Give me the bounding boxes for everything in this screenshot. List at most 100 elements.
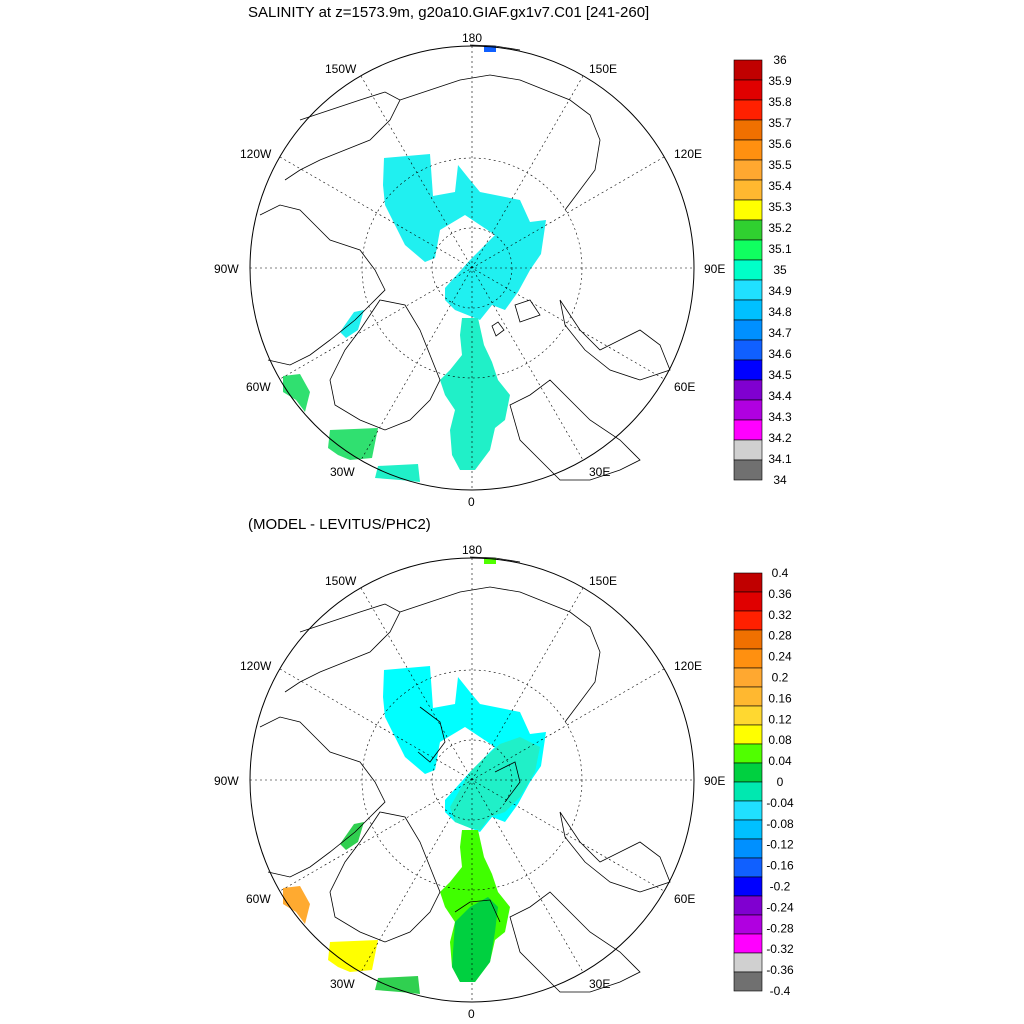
atlantic-salinity-region [440, 318, 510, 470]
colorbar-swatch [733, 800, 763, 821]
colorbar-label: 34.4 [768, 389, 792, 403]
colorbar-label: -0.08 [766, 817, 794, 831]
colorbar-swatch [733, 139, 763, 161]
salinity-polar-map: 180 150E 120E 90E 60E 30E 0 30W 60W 90W … [214, 31, 792, 509]
colorbar-swatch [733, 762, 763, 783]
colorbar-label: 35.4 [768, 179, 792, 193]
colorbar-swatch [733, 59, 763, 81]
lon-label-30w: 30W [330, 977, 355, 991]
panel2-title: (MODEL - LEVITUS/PHC2) [248, 516, 431, 533]
colorbar-swatch [733, 259, 763, 281]
colorbar-swatch [733, 838, 763, 859]
colorbar-label: 0.4 [772, 566, 789, 580]
colorbar-label: -0.28 [766, 921, 794, 935]
lon-label-120e: 120E [674, 659, 702, 673]
lon-label-0: 0 [468, 495, 475, 509]
atlantic-difference-green [452, 897, 498, 982]
colorbar-label: 0.32 [768, 608, 792, 622]
salinity-colorbar: 36 35.9 35.8 35.7 35.6 35.5 35.4 35.3 35.2 35.1 35… [733, 53, 792, 487]
coastlines [259, 556, 671, 993]
colorbar-label: 34.9 [768, 284, 792, 298]
colorbar-swatch [733, 319, 763, 341]
lon-label-120w: 120W [240, 659, 272, 673]
lon-label-0: 0 [468, 1007, 475, 1021]
colorbar-swatch [733, 79, 763, 101]
colorbar-label: -0.2 [770, 880, 791, 894]
pacific-diff-patch [484, 558, 496, 564]
colorbar-label: 34.5 [768, 368, 792, 382]
colorbar-label: 35.8 [768, 95, 792, 109]
colorbar-swatch [733, 876, 763, 897]
graticule [250, 558, 694, 1002]
labrador-patch [283, 374, 310, 412]
lon-label-180: 180 [462, 31, 482, 45]
colorbar-label: 35.1 [768, 242, 792, 256]
colorbar-swatch [733, 179, 763, 201]
colorbar-label: 34.1 [768, 452, 792, 466]
lon-label-120w: 120W [240, 147, 272, 161]
colorbar-swatch [733, 339, 763, 361]
lon-label-150e: 150E [589, 62, 617, 76]
colorbar-label: 35.7 [768, 116, 792, 130]
lon-label-60w: 60W [246, 892, 271, 906]
colorbar-swatch [733, 419, 763, 441]
colorbar-swatch [733, 781, 763, 802]
colorbar-label: 35 [773, 263, 787, 277]
colorbar-swatch [733, 439, 763, 461]
lon-label-90e: 90E [704, 774, 725, 788]
colorbar-swatch [733, 686, 763, 707]
map-boundary [249, 557, 695, 1003]
greenland-sea-patch [328, 428, 378, 460]
panel1-title: SALINITY at z=1573.9m, g20a10.GIAF.gx1v7… [248, 4, 650, 21]
lon-label-30e: 30E [589, 465, 610, 479]
colorbar-swatch [733, 279, 763, 301]
colorbar-label: 36 [773, 53, 787, 67]
colorbar-swatch [733, 895, 763, 916]
colorbar-swatch [733, 199, 763, 221]
lon-label-60e: 60E [674, 380, 695, 394]
colorbar-label: 0.2 [772, 671, 789, 685]
colorbar-swatch [733, 667, 763, 688]
colorbar-label: 0.08 [768, 733, 792, 747]
colorbar-label: 35.9 [768, 74, 792, 88]
ocean-field [283, 46, 546, 482]
colorbar-label: 0.16 [768, 691, 792, 705]
difference-colorbar: 0.4 0.36 0.32 0.28 0.24 0.2 0.16 0.12 0.08 0.04 0 -… [733, 566, 794, 998]
colorbar-swatch [733, 743, 763, 764]
colorbar-label: 0.36 [768, 587, 792, 601]
colorbar-swatch [733, 952, 763, 973]
longitude-labels: 180 150E 120E 90E 60E 30E 0 30W 60W 90W … [214, 543, 725, 1021]
labrador-diff-patch [283, 886, 310, 924]
lon-label-90e: 90E [704, 262, 725, 276]
colorbar-label: 35.5 [768, 158, 792, 172]
difference-polar-map: 180 150E 120E 90E 60E 30E 0 30W 60W 90W … [214, 543, 794, 1021]
colorbar-label: -0.4 [770, 984, 791, 998]
colorbar-swatch [733, 724, 763, 745]
colorbar-label: 34.3 [768, 410, 792, 424]
colorbar-label: 0 [777, 775, 784, 789]
colorbar-swatch [733, 459, 763, 481]
pacific-patch [484, 46, 496, 52]
colorbar-label: -0.36 [766, 963, 794, 977]
colorbar-swatch [733, 239, 763, 261]
colorbar-label: 35.3 [768, 200, 792, 214]
colorbar-swatch [733, 299, 763, 321]
colorbar-label: 35.6 [768, 137, 792, 151]
colorbar-label: 35.2 [768, 221, 792, 235]
lon-label-180: 180 [462, 543, 482, 557]
colorbar-swatch [733, 629, 763, 650]
colorbar-swatch [733, 914, 763, 935]
colorbar-label: 0.28 [768, 629, 792, 643]
colorbar-swatch [733, 99, 763, 121]
colorbar-label: -0.12 [766, 838, 794, 852]
colorbar-swatch [733, 819, 763, 840]
colorbar-label: 0.04 [768, 754, 792, 768]
longitude-labels: 180 150E 120E 90E 60E 30E 0 30W 60W 90W … [214, 31, 725, 509]
lon-label-30w: 30W [330, 465, 355, 479]
lon-label-60w: 60W [246, 380, 271, 394]
colorbar-label: 34.8 [768, 305, 792, 319]
colorbar-swatch [733, 379, 763, 401]
coastlines [259, 44, 671, 481]
colorbar-swatch [733, 359, 763, 381]
colorbar-swatch [733, 591, 763, 612]
